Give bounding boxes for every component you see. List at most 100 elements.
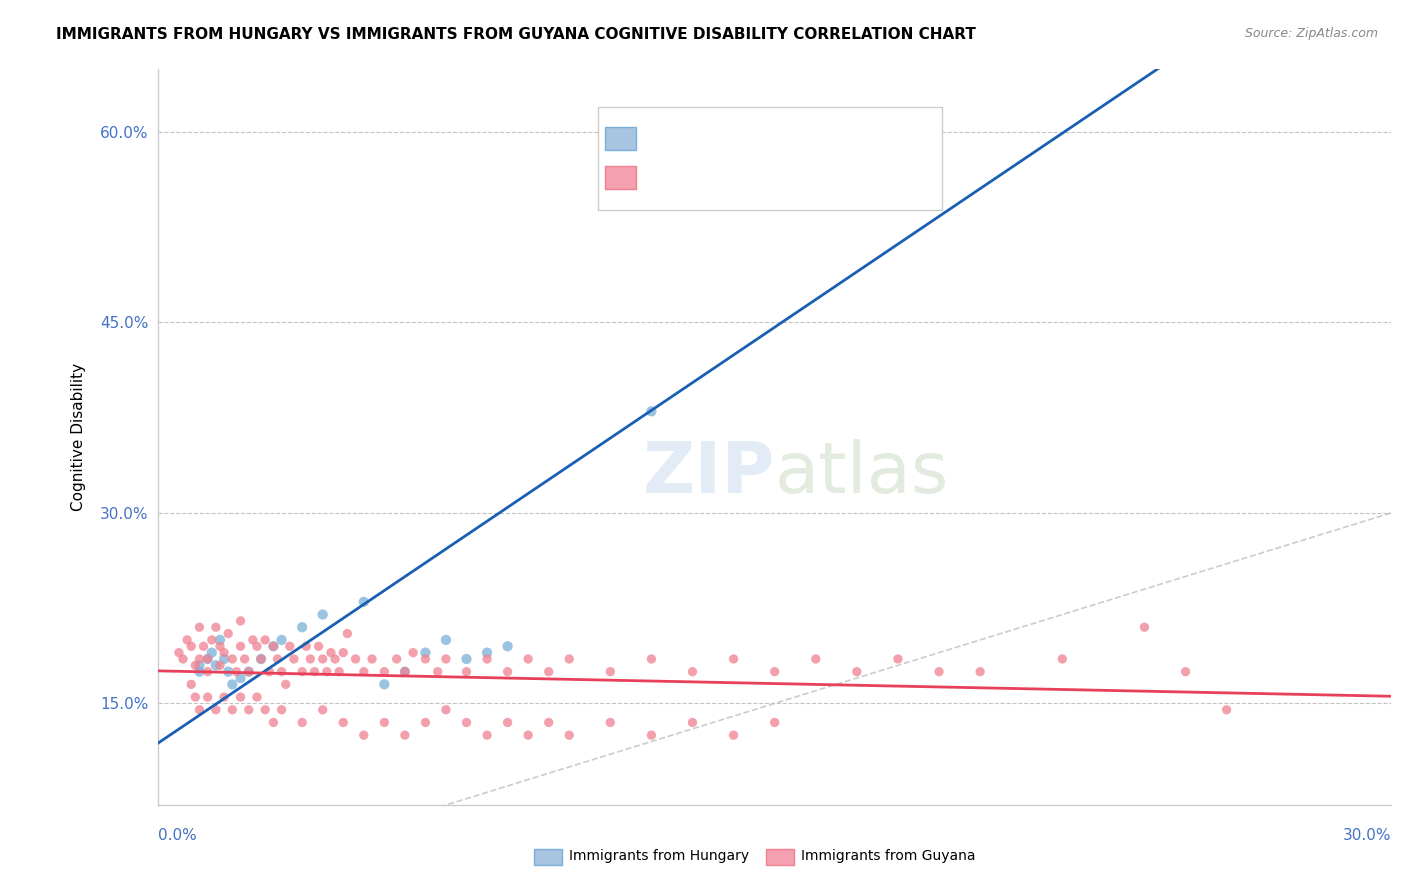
- Point: [304, 665, 326, 679]
- Point: [254, 703, 277, 717]
- Point: [475, 646, 498, 660]
- Point: [212, 646, 235, 660]
- Point: [804, 150, 827, 164]
- Point: [270, 632, 292, 647]
- Point: [353, 728, 375, 742]
- Point: [434, 632, 457, 647]
- Point: [558, 652, 581, 666]
- Point: [188, 703, 211, 717]
- Point: [336, 626, 359, 640]
- Point: [385, 652, 408, 666]
- Point: [212, 652, 235, 666]
- Point: [496, 640, 519, 654]
- Point: [238, 665, 260, 679]
- Point: [197, 665, 219, 679]
- Point: [308, 640, 330, 654]
- Point: [205, 658, 228, 673]
- Point: [291, 665, 314, 679]
- Point: [188, 652, 211, 666]
- Text: IMMIGRANTS FROM HUNGARY VS IMMIGRANTS FROM GUYANA COGNITIVE DISABILITY CORRELATI: IMMIGRANTS FROM HUNGARY VS IMMIGRANTS FR…: [56, 27, 976, 42]
- Point: [167, 646, 190, 660]
- Point: [928, 665, 950, 679]
- Point: [804, 652, 827, 666]
- Point: [328, 665, 350, 679]
- Point: [242, 632, 264, 647]
- Point: [312, 607, 335, 622]
- Text: Immigrants from Hungary: Immigrants from Hungary: [569, 849, 749, 863]
- Point: [763, 715, 786, 730]
- Point: [217, 665, 239, 679]
- Y-axis label: Cognitive Disability: Cognitive Disability: [72, 363, 86, 511]
- Point: [353, 595, 375, 609]
- Point: [319, 646, 342, 660]
- Point: [763, 665, 786, 679]
- Point: [246, 640, 269, 654]
- Point: [262, 640, 284, 654]
- Point: [208, 658, 231, 673]
- Point: [221, 677, 243, 691]
- Point: [291, 715, 314, 730]
- Point: [373, 715, 395, 730]
- Text: R =  0.353   N =  27: R = 0.353 N = 27: [614, 132, 797, 147]
- Point: [558, 728, 581, 742]
- Point: [426, 665, 449, 679]
- Point: [208, 640, 231, 654]
- Point: [640, 728, 662, 742]
- Point: [201, 646, 224, 660]
- Point: [845, 665, 868, 679]
- Point: [723, 652, 745, 666]
- Point: [599, 665, 621, 679]
- Point: [274, 677, 297, 691]
- Point: [456, 715, 478, 730]
- Point: [969, 665, 991, 679]
- Point: [682, 715, 704, 730]
- Point: [229, 640, 252, 654]
- Point: [278, 640, 301, 654]
- Point: [434, 652, 457, 666]
- Point: [238, 703, 260, 717]
- Point: [270, 665, 292, 679]
- Point: [373, 677, 395, 691]
- Point: [250, 652, 273, 666]
- Point: [262, 715, 284, 730]
- Point: [353, 665, 375, 679]
- Point: [599, 715, 621, 730]
- Point: [299, 652, 322, 666]
- Point: [1215, 703, 1237, 717]
- Point: [212, 690, 235, 704]
- Point: [456, 652, 478, 666]
- Point: [295, 640, 318, 654]
- Point: [394, 665, 416, 679]
- Point: [312, 703, 335, 717]
- Point: [434, 703, 457, 717]
- Point: [682, 665, 704, 679]
- Point: [188, 665, 211, 679]
- Point: [197, 652, 219, 666]
- Point: [517, 728, 540, 742]
- Point: [323, 652, 346, 666]
- Point: [229, 671, 252, 685]
- Point: [238, 665, 260, 679]
- Point: [217, 626, 239, 640]
- Point: [312, 652, 335, 666]
- Point: [270, 703, 292, 717]
- Point: [254, 632, 277, 647]
- Point: [229, 690, 252, 704]
- Text: 0.0%: 0.0%: [159, 828, 197, 843]
- Point: [180, 640, 202, 654]
- Text: 30.0%: 30.0%: [1343, 828, 1391, 843]
- Point: [201, 632, 224, 647]
- Point: [887, 652, 910, 666]
- Point: [640, 404, 662, 418]
- Point: [208, 632, 231, 647]
- Point: [475, 728, 498, 742]
- Text: R = -0.062   N = 113: R = -0.062 N = 113: [614, 171, 797, 186]
- Point: [291, 620, 314, 634]
- Point: [172, 652, 194, 666]
- Point: [259, 665, 281, 679]
- Point: [188, 658, 211, 673]
- Point: [1052, 652, 1074, 666]
- Point: [415, 715, 437, 730]
- Point: [176, 632, 198, 647]
- Point: [537, 665, 560, 679]
